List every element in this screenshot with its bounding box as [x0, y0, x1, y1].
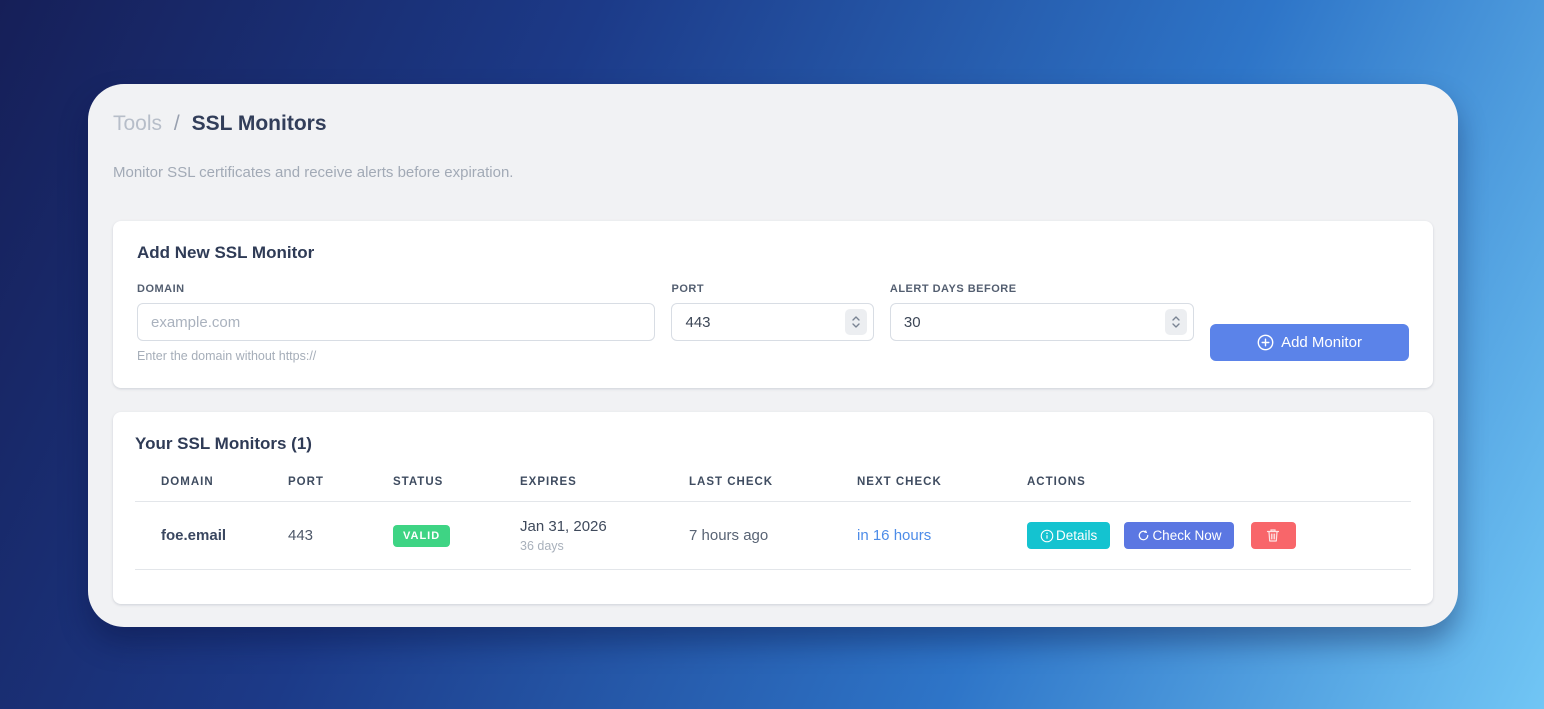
alert-days-field-group: ALERT DAYS BEFORE [889, 283, 1194, 341]
expires-days-remaining: 36 days [520, 539, 564, 553]
monitors-card-title: Your SSL Monitors (1) [135, 434, 312, 453]
add-monitor-card: Add New SSL Monitor DOMAIN Enter the dom… [113, 221, 1433, 388]
cell-next-check: in 16 hours [847, 501, 1017, 570]
cell-domain: foe.email [135, 501, 278, 570]
trash-icon [1266, 528, 1280, 543]
breadcrumb: Tools / SSL Monitors [113, 110, 1433, 138]
port-label: PORT [671, 283, 705, 295]
column-header-port: PORT [278, 470, 383, 502]
alert-days-input[interactable] [889, 303, 1194, 341]
expires-date: Jan 31, 2026 [520, 518, 607, 535]
column-header-actions: ACTIONS [1017, 470, 1411, 502]
refresh-icon [1137, 529, 1150, 542]
domain-label: DOMAIN [137, 283, 185, 295]
details-button-label: Details [1056, 528, 1098, 543]
cell-last-check: 7 hours ago [679, 501, 847, 570]
add-monitor-card-title: Add New SSL Monitor [137, 243, 315, 262]
status-badge: VALID [393, 524, 451, 547]
add-monitor-form: DOMAIN Enter the domain without https://… [137, 283, 1409, 363]
page-subtitle: Monitor SSL certificates and receive ale… [113, 164, 514, 181]
main-panel: Tools / SSL Monitors Monitor SSL certifi… [88, 84, 1458, 627]
cell-actions: Details Check Now [1017, 501, 1411, 570]
monitors-table: DOMAIN PORT STATUS EXPIRES LAST CHECK NE… [135, 470, 1411, 570]
delete-button[interactable] [1250, 522, 1296, 549]
check-now-button[interactable]: Check Now [1124, 522, 1235, 549]
domain-field-group: DOMAIN Enter the domain without https:// [137, 283, 656, 363]
info-icon [1040, 529, 1054, 543]
stepper-chevrons-icon[interactable] [1165, 309, 1187, 335]
monitors-card: Your SSL Monitors (1) DOMAIN PORT STATUS… [113, 412, 1433, 604]
domain-hint: Enter the domain without https:// [137, 349, 317, 363]
cell-expires: Jan 31, 2026 36 days [510, 501, 679, 570]
port-field-group: PORT [671, 283, 874, 341]
column-header-expires: EXPIRES [510, 470, 679, 502]
cell-port: 443 [278, 501, 383, 570]
details-button[interactable]: Details [1027, 522, 1111, 549]
plus-circle-icon [1257, 334, 1274, 351]
page-title: SSL Monitors [191, 112, 327, 135]
check-now-button-label: Check Now [1152, 528, 1222, 543]
column-header-domain: DOMAIN [135, 470, 278, 502]
domain-input[interactable] [137, 303, 656, 341]
add-monitor-button-label: Add Monitor [1281, 334, 1362, 351]
cell-status: VALID [383, 501, 510, 570]
breadcrumb-separator: / [173, 112, 180, 135]
column-header-status: STATUS [383, 470, 510, 502]
stepper-chevrons-icon[interactable] [844, 309, 867, 335]
table-header-row: DOMAIN PORT STATUS EXPIRES LAST CHECK NE… [135, 470, 1411, 502]
column-header-last-check: LAST CHECK [679, 470, 847, 502]
breadcrumb-tools-link[interactable]: Tools [113, 112, 163, 135]
alert-days-label: ALERT DAYS BEFORE [889, 283, 1017, 295]
add-monitor-button[interactable]: Add Monitor [1210, 324, 1409, 361]
port-input[interactable] [671, 303, 874, 341]
add-monitor-button-column: Add Monitor [1210, 283, 1409, 363]
column-header-next-check: NEXT CHECK [847, 470, 1017, 502]
table-row: foe.email 443 VALID Jan 31, 2026 36 days… [135, 501, 1411, 570]
